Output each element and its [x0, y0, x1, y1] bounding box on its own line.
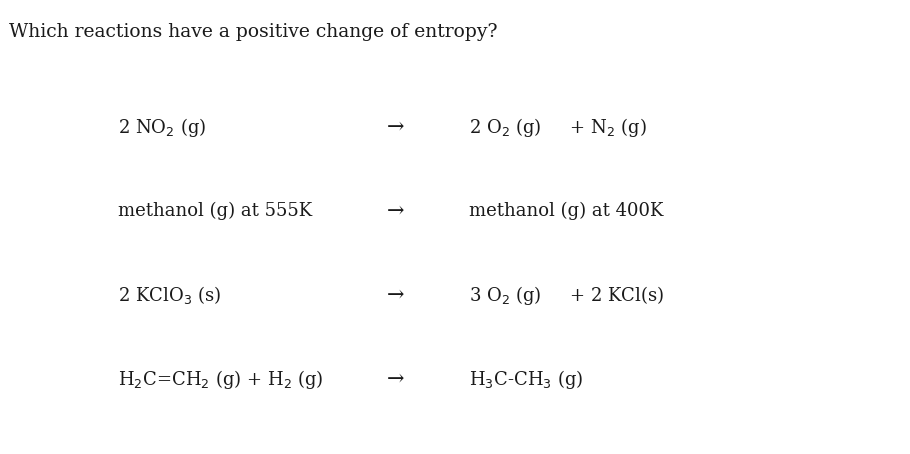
- Text: Which reactions have a positive change of entropy?: Which reactions have a positive change o…: [9, 23, 498, 41]
- Text: 2 KClO$_3$ (s): 2 KClO$_3$ (s): [118, 284, 221, 306]
- Text: 3 O$_2$ (g)     + 2 KCl(s): 3 O$_2$ (g) + 2 KCl(s): [469, 284, 664, 306]
- Text: →: →: [387, 202, 405, 221]
- Text: 2 O$_2$ (g)     + N$_2$ (g): 2 O$_2$ (g) + N$_2$ (g): [469, 116, 646, 138]
- Text: H$_2$C=CH$_2$ (g) + H$_2$ (g): H$_2$C=CH$_2$ (g) + H$_2$ (g): [118, 368, 324, 390]
- Text: methanol (g) at 400K: methanol (g) at 400K: [469, 202, 663, 220]
- Text: →: →: [387, 118, 405, 137]
- Text: →: →: [387, 370, 405, 389]
- Text: H$_3$C-CH$_3$ (g): H$_3$C-CH$_3$ (g): [469, 368, 583, 390]
- Text: →: →: [387, 286, 405, 305]
- Text: 2 NO$_2$ (g): 2 NO$_2$ (g): [118, 116, 207, 138]
- Text: methanol (g) at 555K: methanol (g) at 555K: [118, 202, 312, 220]
